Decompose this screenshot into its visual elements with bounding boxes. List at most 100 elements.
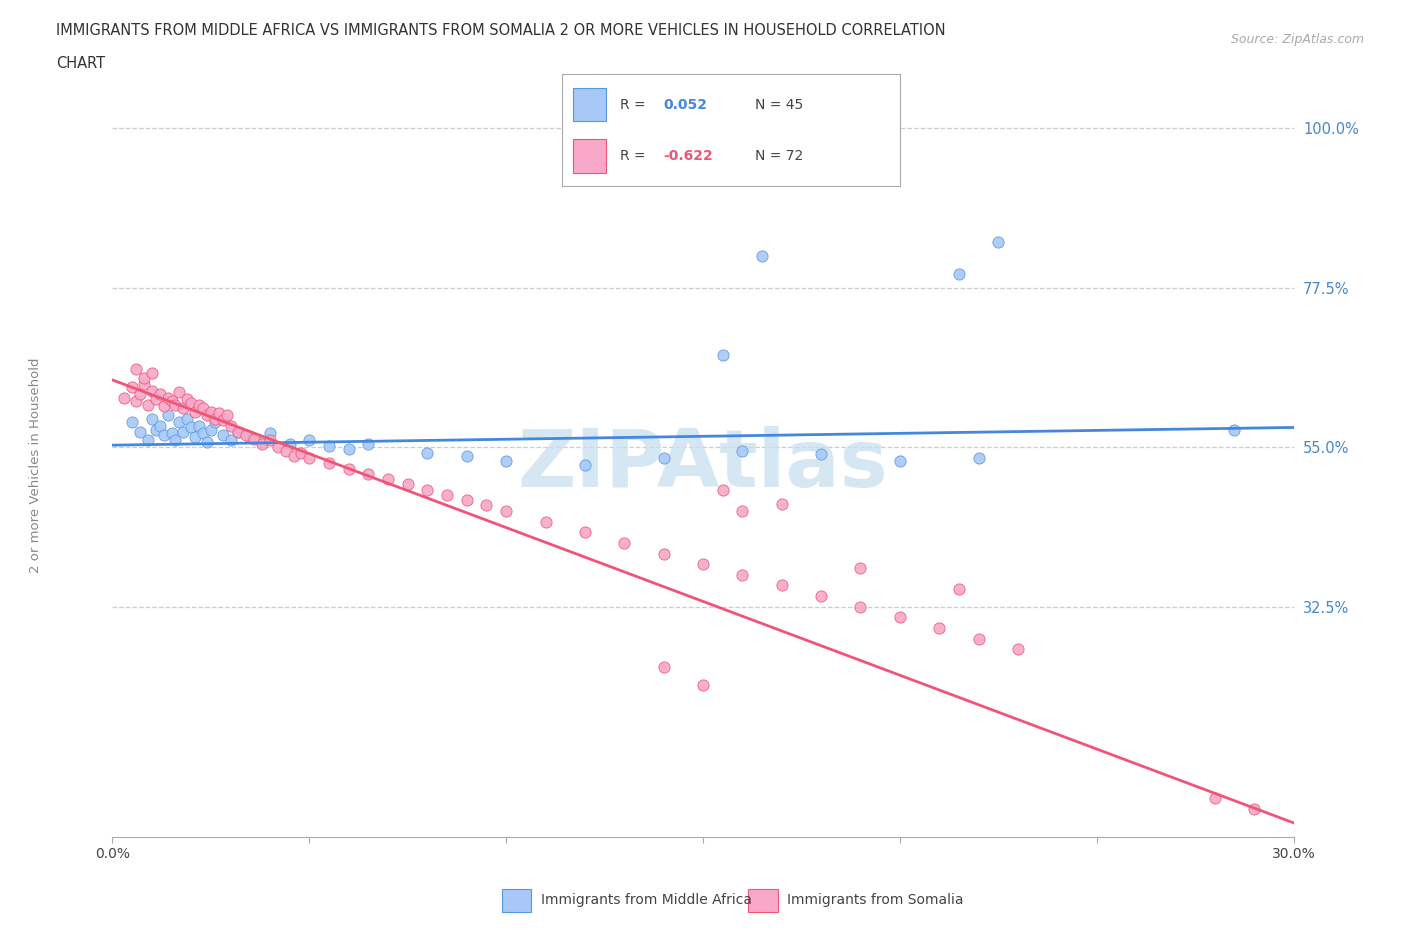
Point (711, 348, 734, 363)
Point (141, 411, 163, 426)
Point (228, 424, 250, 439)
Point (849, 560, 872, 575)
Point (250, 436, 273, 451)
Point (204, 415, 226, 430)
Point (184, 430, 207, 445)
Point (948, 266, 970, 281)
FancyBboxPatch shape (748, 889, 778, 912)
Text: 0.052: 0.052 (664, 98, 707, 112)
Point (290, 445, 312, 460)
FancyBboxPatch shape (502, 889, 531, 912)
Point (889, 454, 911, 469)
Point (129, 424, 152, 439)
Point (810, 447, 832, 462)
Point (129, 387, 152, 402)
Point (436, 488, 458, 503)
Point (751, 248, 773, 263)
Point (235, 427, 257, 442)
Point (495, 454, 517, 469)
Point (121, 379, 143, 394)
Point (259, 426, 281, 441)
Point (195, 408, 218, 423)
Point (145, 422, 167, 437)
Point (967, 631, 990, 646)
Point (731, 504, 754, 519)
Point (283, 448, 305, 463)
Text: ZIPAtlas: ZIPAtlas (517, 426, 889, 504)
Point (160, 426, 183, 441)
Point (176, 392, 198, 406)
Text: R =: R = (620, 149, 650, 163)
Point (180, 420, 202, 435)
Point (239, 430, 262, 445)
Point (250, 434, 273, 449)
Point (172, 424, 194, 439)
Text: IMMIGRANTS FROM MIDDLE AFRICA VS IMMIGRANTS FROM SOMALIA 2 OR MORE VEHICLES IN H: IMMIGRANTS FROM MIDDLE AFRICA VS IMMIGRA… (56, 23, 946, 38)
Point (141, 365, 163, 380)
Point (141, 383, 163, 398)
Point (1223, 422, 1246, 437)
Point (731, 567, 754, 582)
Point (176, 411, 198, 426)
Point (267, 440, 290, 455)
Point (692, 677, 714, 692)
Point (136, 397, 159, 412)
Point (188, 418, 211, 433)
Point (278, 436, 301, 451)
Point (243, 432, 266, 446)
FancyBboxPatch shape (572, 140, 606, 173)
Point (259, 432, 281, 447)
Point (160, 393, 183, 408)
Point (211, 413, 233, 428)
Point (191, 426, 214, 441)
Point (967, 450, 990, 465)
Text: R =: R = (620, 98, 650, 112)
Point (318, 438, 340, 453)
Point (574, 525, 596, 539)
Point (169, 415, 191, 430)
Point (191, 401, 214, 416)
Point (200, 405, 222, 419)
Point (652, 450, 675, 465)
Text: -0.622: -0.622 (664, 149, 713, 163)
FancyBboxPatch shape (572, 87, 606, 121)
Point (1204, 790, 1226, 805)
Point (152, 399, 174, 414)
Point (416, 483, 439, 498)
Point (200, 422, 222, 437)
Point (149, 387, 172, 402)
Point (219, 432, 242, 447)
Point (1243, 802, 1265, 817)
Point (125, 362, 148, 377)
Point (948, 581, 970, 596)
Point (495, 504, 517, 519)
Point (180, 396, 202, 411)
Point (613, 536, 636, 551)
Point (136, 432, 159, 447)
Point (770, 578, 793, 593)
Point (165, 397, 187, 412)
Point (208, 405, 231, 420)
Point (337, 441, 360, 456)
Point (169, 385, 191, 400)
Point (298, 432, 321, 447)
Point (357, 467, 380, 482)
Point (928, 620, 950, 635)
Point (112, 391, 135, 405)
Point (1007, 642, 1029, 657)
Text: 2 or more Vehicles in Household: 2 or more Vehicles in Household (28, 357, 42, 573)
Point (132, 376, 155, 391)
Point (298, 450, 321, 465)
Point (274, 444, 297, 458)
Point (377, 472, 399, 486)
Point (652, 546, 675, 561)
Point (416, 445, 439, 460)
Point (172, 401, 194, 416)
Text: Immigrants from Somalia: Immigrants from Somalia (787, 893, 965, 907)
Point (396, 477, 419, 492)
Text: Source: ZipAtlas.com: Source: ZipAtlas.com (1230, 33, 1364, 46)
Point (889, 610, 911, 625)
Point (156, 408, 179, 423)
Point (318, 456, 340, 471)
Point (152, 427, 174, 442)
